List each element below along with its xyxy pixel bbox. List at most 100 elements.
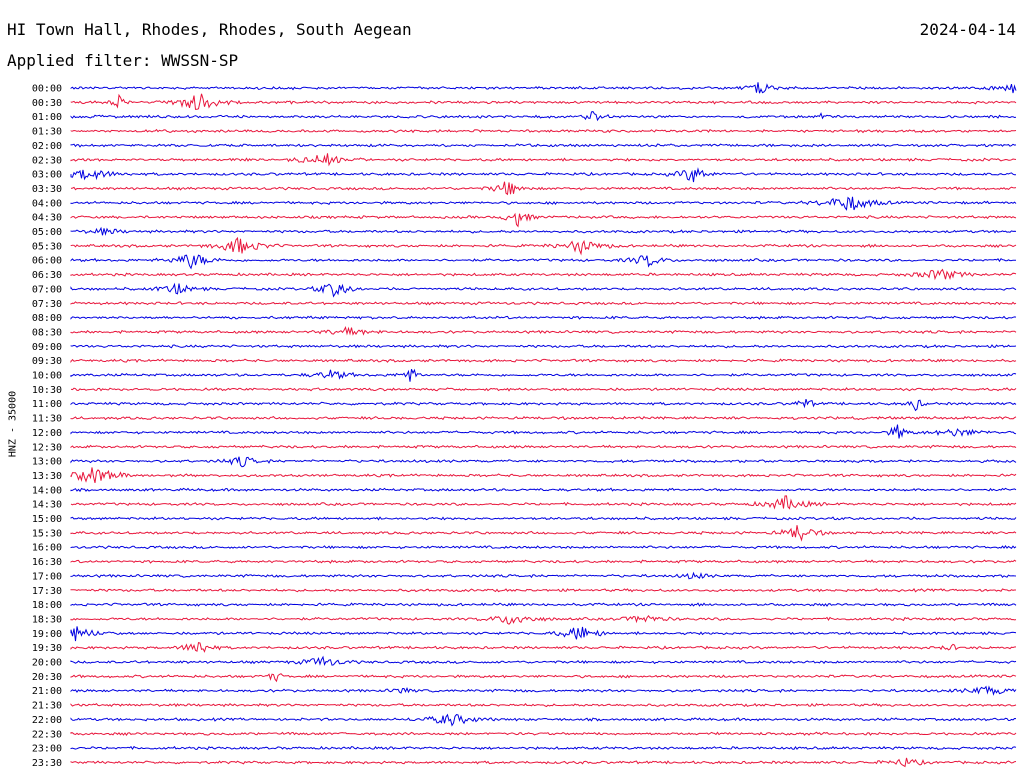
trace-line	[70, 398, 1017, 412]
trace-line	[70, 571, 1017, 580]
trace-line	[70, 559, 1017, 564]
row-time-label: 13:30	[32, 471, 62, 482]
row-time-label: 14:30	[32, 500, 62, 511]
row-time-label: 05:30	[32, 241, 62, 252]
row-time-label: 03:30	[32, 184, 62, 195]
trace-line	[70, 745, 1017, 751]
row-time-label: 16:00	[32, 543, 62, 554]
trace-line	[70, 212, 1017, 228]
trace-line	[70, 424, 1017, 439]
trace-line	[70, 282, 1017, 298]
filter-label: Applied filter: WWSSN-SP	[7, 51, 239, 70]
trace-line	[70, 673, 1017, 683]
trace-line	[70, 516, 1017, 521]
trace-line	[70, 525, 1017, 542]
row-time-label: 16:30	[32, 557, 62, 568]
trace-line	[70, 731, 1017, 736]
trace-line	[70, 226, 1017, 236]
row-time-label: 08:00	[32, 313, 62, 324]
trace-line	[70, 358, 1017, 363]
row-time-label: 00:30	[32, 98, 62, 109]
trace-line	[70, 167, 1017, 183]
trace-line	[70, 254, 1017, 270]
trace-line	[70, 196, 1017, 211]
row-time-label: 04:30	[32, 213, 62, 224]
trace-line	[70, 368, 1017, 382]
row-time-label: 21:30	[32, 701, 62, 712]
trace-line	[70, 685, 1017, 696]
trace-line	[70, 626, 1017, 642]
trace-line	[70, 456, 1017, 468]
row-time-label: 18:00	[32, 600, 62, 611]
row-time-label: 12:30	[32, 442, 62, 453]
trace-line	[70, 757, 1017, 768]
trace-line	[70, 93, 1017, 110]
trace-line	[70, 143, 1017, 148]
trace-line	[70, 344, 1017, 349]
trace-line	[70, 545, 1017, 550]
trace-line	[70, 415, 1017, 421]
trace-line	[70, 325, 1017, 336]
row-time-label: 22:00	[32, 715, 62, 726]
trace-line	[70, 614, 1017, 625]
row-time-label: 02:00	[32, 141, 62, 152]
row-time-label: 03:00	[32, 170, 62, 181]
trace-line	[70, 713, 1017, 727]
row-time-label: 11:00	[32, 399, 62, 410]
row-time-label: 10:30	[32, 385, 62, 396]
row-time-label: 23:00	[32, 744, 62, 755]
row-time-label: 09:00	[32, 342, 62, 353]
trace-line	[70, 111, 1017, 122]
trace-line	[70, 153, 1017, 167]
row-time-label: 15:30	[32, 528, 62, 539]
row-time-label: 01:00	[32, 112, 62, 123]
row-time-label: 18:30	[32, 614, 62, 625]
trace-line	[70, 588, 1016, 593]
trace-line	[70, 487, 1017, 493]
row-time-label: 04:00	[32, 198, 62, 209]
trace-line	[70, 236, 1017, 256]
row-time-label: 01:30	[32, 127, 62, 138]
row-time-label: 21:00	[32, 686, 62, 697]
row-time-label: 12:00	[32, 428, 62, 439]
row-time-label: 23:30	[32, 758, 62, 769]
row-time-label: 15:00	[32, 514, 62, 525]
trace-line	[70, 315, 1017, 320]
trace-line	[70, 602, 1017, 607]
row-time-label: 00:00	[32, 84, 62, 95]
trace-line	[70, 128, 1017, 134]
row-time-label: 05:00	[32, 227, 62, 238]
row-time-label: 07:30	[32, 299, 62, 310]
trace-line	[70, 301, 1017, 306]
trace-line	[70, 387, 1017, 392]
row-time-label: 06:30	[32, 270, 62, 281]
trace-line	[70, 641, 1017, 653]
trace-line	[70, 444, 1017, 449]
trace-line	[70, 268, 1017, 281]
station-title: HI Town Hall, Rhodes, Rhodes, South Aege…	[7, 20, 412, 39]
row-time-label: 19:00	[32, 629, 62, 640]
trace-line	[70, 495, 1017, 510]
row-time-label: 17:00	[32, 571, 62, 582]
date-label: 2024-04-14	[919, 20, 1016, 39]
row-time-label: 13:00	[32, 457, 62, 468]
trace-line	[70, 82, 1017, 94]
row-time-label: 09:30	[32, 356, 62, 367]
trace-line	[70, 181, 1017, 196]
row-time-label: 20:00	[32, 658, 62, 669]
row-time-label: 19:30	[32, 643, 62, 654]
row-time-label: 17:30	[32, 586, 62, 597]
row-time-label: 10:00	[32, 371, 62, 382]
row-time-label: 08:30	[32, 327, 62, 338]
trace-line	[70, 467, 1017, 484]
row-time-label: 07:00	[32, 284, 62, 295]
row-time-label: 06:00	[32, 256, 62, 267]
row-time-label: 14:00	[32, 485, 62, 496]
row-time-label: 20:30	[32, 672, 62, 683]
row-time-label: 22:30	[32, 729, 62, 740]
trace-line	[70, 655, 1017, 666]
trace-line	[70, 702, 1017, 708]
row-time-label: 02:30	[32, 155, 62, 166]
row-time-label: 11:30	[32, 414, 62, 425]
